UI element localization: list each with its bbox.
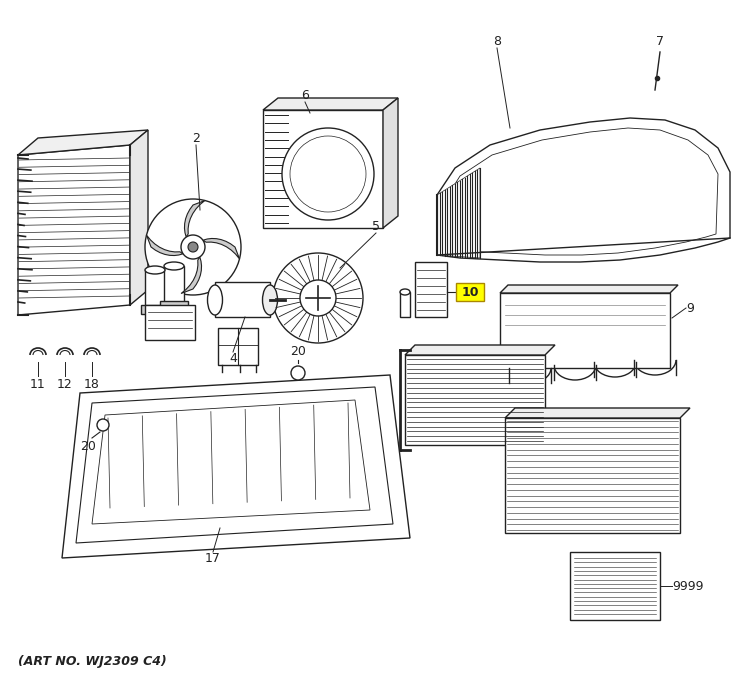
Ellipse shape <box>164 262 184 270</box>
Polygon shape <box>18 145 130 315</box>
Polygon shape <box>160 301 188 310</box>
Text: 6: 6 <box>301 89 309 102</box>
Ellipse shape <box>145 266 165 274</box>
Circle shape <box>97 419 109 431</box>
Circle shape <box>188 242 198 252</box>
Polygon shape <box>18 130 148 155</box>
Polygon shape <box>415 262 447 317</box>
Polygon shape <box>218 328 258 365</box>
Text: 9: 9 <box>686 301 694 314</box>
Text: 17: 17 <box>205 552 221 565</box>
Polygon shape <box>263 110 383 228</box>
Text: 4: 4 <box>229 352 237 365</box>
Polygon shape <box>400 292 410 317</box>
Polygon shape <box>505 408 690 418</box>
Polygon shape <box>146 235 183 256</box>
Circle shape <box>290 136 366 212</box>
Text: 7: 7 <box>656 35 664 48</box>
Polygon shape <box>141 305 169 314</box>
Polygon shape <box>181 257 202 293</box>
Circle shape <box>145 199 241 295</box>
Polygon shape <box>500 285 678 293</box>
Text: 20: 20 <box>80 440 96 453</box>
Polygon shape <box>92 400 370 524</box>
Polygon shape <box>445 128 718 255</box>
Circle shape <box>282 128 374 220</box>
Polygon shape <box>203 239 239 259</box>
Text: (ART NO. WJ2309 C4): (ART NO. WJ2309 C4) <box>18 655 167 668</box>
Circle shape <box>181 235 205 259</box>
Text: 11: 11 <box>30 378 46 391</box>
Polygon shape <box>145 270 165 307</box>
Polygon shape <box>437 168 480 258</box>
Polygon shape <box>405 345 555 355</box>
Polygon shape <box>130 130 148 305</box>
Polygon shape <box>500 293 670 368</box>
Ellipse shape <box>263 285 277 315</box>
Polygon shape <box>437 118 730 262</box>
Text: 18: 18 <box>84 378 100 391</box>
Polygon shape <box>164 266 184 303</box>
Text: 10: 10 <box>461 286 478 299</box>
Ellipse shape <box>400 289 410 295</box>
Circle shape <box>291 366 305 380</box>
Polygon shape <box>505 418 680 533</box>
Ellipse shape <box>208 285 222 315</box>
FancyBboxPatch shape <box>456 283 484 301</box>
Polygon shape <box>383 98 398 228</box>
Polygon shape <box>76 387 393 543</box>
Polygon shape <box>215 282 270 317</box>
Circle shape <box>273 253 363 343</box>
Text: 12: 12 <box>57 378 73 391</box>
Polygon shape <box>263 98 398 110</box>
Text: 5: 5 <box>372 220 380 233</box>
Polygon shape <box>405 355 545 445</box>
Polygon shape <box>62 375 410 558</box>
Polygon shape <box>185 201 205 237</box>
Polygon shape <box>145 305 195 340</box>
Text: 2: 2 <box>192 132 200 145</box>
Text: 9999: 9999 <box>672 580 704 593</box>
Circle shape <box>300 280 336 316</box>
Text: 8: 8 <box>493 35 501 48</box>
Text: 20: 20 <box>290 345 306 358</box>
Bar <box>570 552 660 620</box>
